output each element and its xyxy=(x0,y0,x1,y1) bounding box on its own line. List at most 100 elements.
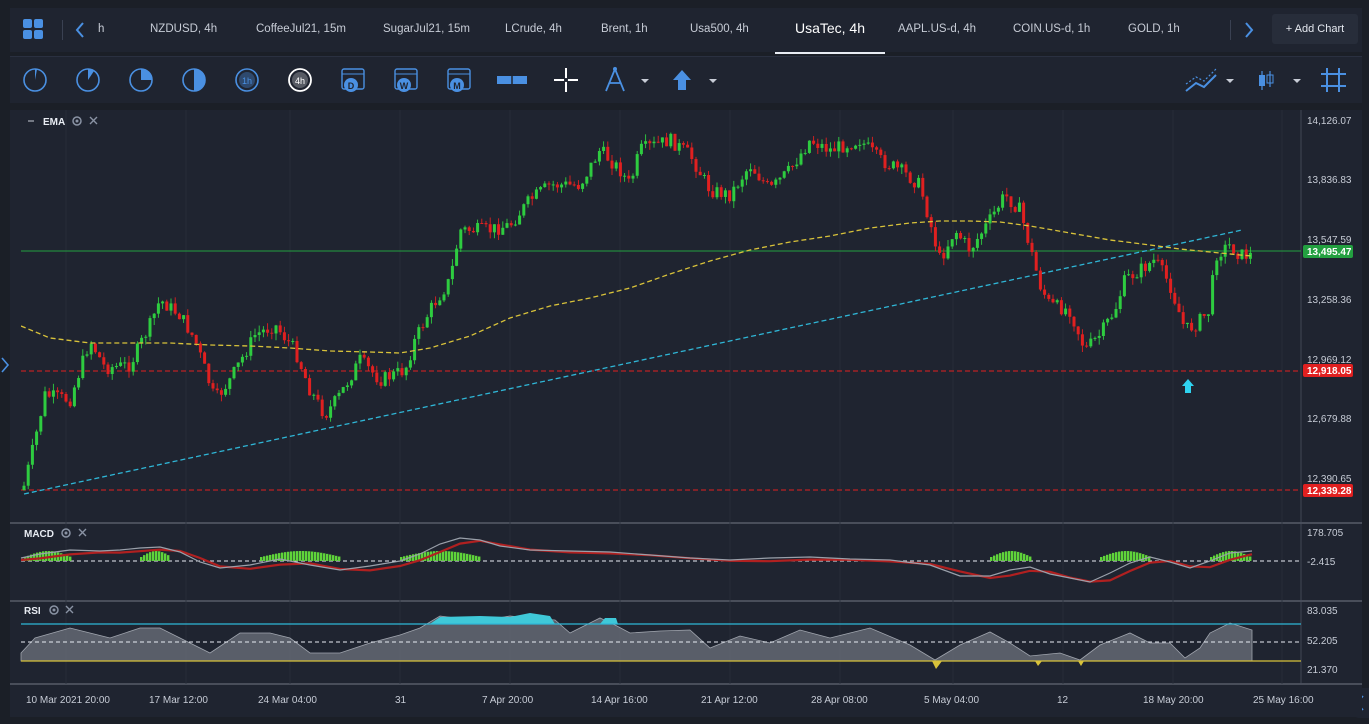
timeframe-1m-icon[interactable] xyxy=(23,68,47,92)
macd-bar xyxy=(332,555,335,561)
tab-sugarjul21[interactable]: SugarJul21, 15m xyxy=(383,23,470,35)
candle-body xyxy=(224,388,228,395)
timeframe-15m-icon[interactable] xyxy=(129,68,153,92)
timeframe-30m-icon[interactable] xyxy=(182,68,206,92)
candle-body xyxy=(849,148,853,150)
left-panel-toggle-icon[interactable] xyxy=(0,355,10,380)
measure-icon[interactable] xyxy=(497,74,527,86)
tab-aapl[interactable]: AAPL.US-d, 4h xyxy=(898,23,976,35)
timeframe-monthly-icon[interactable]: M xyxy=(447,68,471,92)
tab-gold[interactable]: GOLD, 1h xyxy=(1128,23,1180,35)
tab-usa500[interactable]: Usa500, 4h xyxy=(690,23,749,35)
candle-body xyxy=(677,143,681,151)
candle-body xyxy=(161,301,165,304)
chart-tabs-bar: h NZDUSD, 4h CoffeeJul21, 15m SugarJul21… xyxy=(10,8,1362,54)
macd-bar xyxy=(275,553,278,561)
indicators-icon[interactable] xyxy=(1185,68,1234,92)
ema-label: EMA xyxy=(43,117,65,128)
candle-body xyxy=(366,357,370,367)
timeframe-4h-icon[interactable]: 4h xyxy=(288,68,312,92)
tab-nzdusd[interactable]: NZDUSD, 4h xyxy=(150,23,218,35)
close-icon[interactable] xyxy=(78,528,87,537)
candle-body xyxy=(870,142,874,148)
candle-body xyxy=(917,177,921,188)
settings-gear-icon[interactable] xyxy=(49,605,59,615)
candle-body xyxy=(219,390,223,395)
tab-coin[interactable]: COIN.US-d, 1h xyxy=(1013,23,1091,35)
candle-body xyxy=(22,485,26,490)
candle-body xyxy=(417,327,421,339)
arrow-up-icon[interactable] xyxy=(673,70,717,90)
timeframe-daily-icon[interactable]: D xyxy=(341,68,365,92)
close-icon[interactable] xyxy=(65,605,74,614)
tabs-scroll-left-icon[interactable] xyxy=(74,21,86,44)
macd-bar xyxy=(412,554,415,561)
candle-body xyxy=(240,356,244,363)
candle-body xyxy=(81,355,85,379)
candle-body xyxy=(60,392,64,395)
tabs-scroll-right-icon[interactable] xyxy=(1243,21,1255,44)
candle-body xyxy=(807,140,811,153)
close-icon[interactable] xyxy=(89,116,98,125)
candle-body xyxy=(354,363,358,381)
candle-body xyxy=(68,401,72,407)
drawing-tools-icon[interactable] xyxy=(605,66,649,92)
candle-body xyxy=(904,164,908,173)
macd-bar xyxy=(299,551,302,561)
candle-body xyxy=(673,133,677,151)
candle-body xyxy=(887,168,891,170)
candle-body xyxy=(593,161,597,163)
timeframe-1h-icon[interactable]: 1h xyxy=(235,68,259,92)
candle-body xyxy=(396,368,400,372)
candle-body xyxy=(1219,256,1223,261)
candle-body xyxy=(236,362,240,367)
timeframe-weekly-icon[interactable]: W xyxy=(394,68,418,92)
candle-body xyxy=(476,223,480,233)
candle-body xyxy=(728,190,732,202)
chart-type-candle-icon[interactable] xyxy=(1259,71,1301,90)
macd-bar xyxy=(155,551,158,561)
time-tick: 25 May 16:00 xyxy=(1253,695,1314,706)
rsi-panel: RSI 83.035 52.205 21.370 xyxy=(20,605,1338,676)
layout-grid-icon[interactable] xyxy=(22,18,44,40)
tab-lcrude[interactable]: LCrude, 4h xyxy=(505,23,562,35)
candle-body xyxy=(988,214,992,224)
timeframe-5m-icon[interactable] xyxy=(76,68,100,92)
macd-tick: 178.705 xyxy=(1307,528,1344,539)
macd-bar xyxy=(1228,551,1231,561)
tab-partial[interactable]: h xyxy=(98,23,105,35)
macd-bar xyxy=(1210,557,1213,561)
macd-bar xyxy=(433,551,436,561)
candle-body xyxy=(56,390,60,393)
candle-body xyxy=(333,396,337,407)
candle-body xyxy=(623,175,627,177)
macd-bar xyxy=(308,551,311,561)
candle-body xyxy=(912,182,916,188)
macd-bar xyxy=(1234,551,1237,561)
chart-area[interactable]: EMA 14,126.07 13,836.83 13,547.59 13,258… xyxy=(10,110,1362,717)
candle-body xyxy=(152,313,156,319)
tab-usatec[interactable]: UsaTec, 4h xyxy=(775,8,885,54)
candle-body xyxy=(618,162,622,177)
candle-body xyxy=(1022,202,1026,224)
tab-brent[interactable]: Brent, 1h xyxy=(601,23,648,35)
settings-gear-icon[interactable] xyxy=(61,528,71,538)
settings-gear-icon[interactable] xyxy=(72,116,82,126)
time-tick: 17 Mar 12:00 xyxy=(149,695,208,706)
add-chart-button[interactable]: + Add Chart xyxy=(1272,14,1358,44)
macd-bar xyxy=(475,555,478,561)
grid-icon[interactable] xyxy=(1321,68,1346,92)
candle-body xyxy=(484,223,488,225)
level-upper-badge: 12,918.05 xyxy=(1307,366,1352,377)
tab-coffeejul21[interactable]: CoffeeJul21, 15m xyxy=(256,23,346,35)
candle-body xyxy=(383,372,387,386)
candle-body xyxy=(820,143,824,148)
crosshair-icon[interactable] xyxy=(554,68,578,92)
trend-line[interactable] xyxy=(23,229,1243,495)
macd-bar xyxy=(1222,552,1225,561)
candle-body xyxy=(1059,300,1063,315)
candle-body xyxy=(1013,207,1017,212)
price-tick: 12,679.88 xyxy=(1307,414,1352,425)
candle-body xyxy=(908,172,912,183)
macd-bar xyxy=(1243,553,1246,561)
